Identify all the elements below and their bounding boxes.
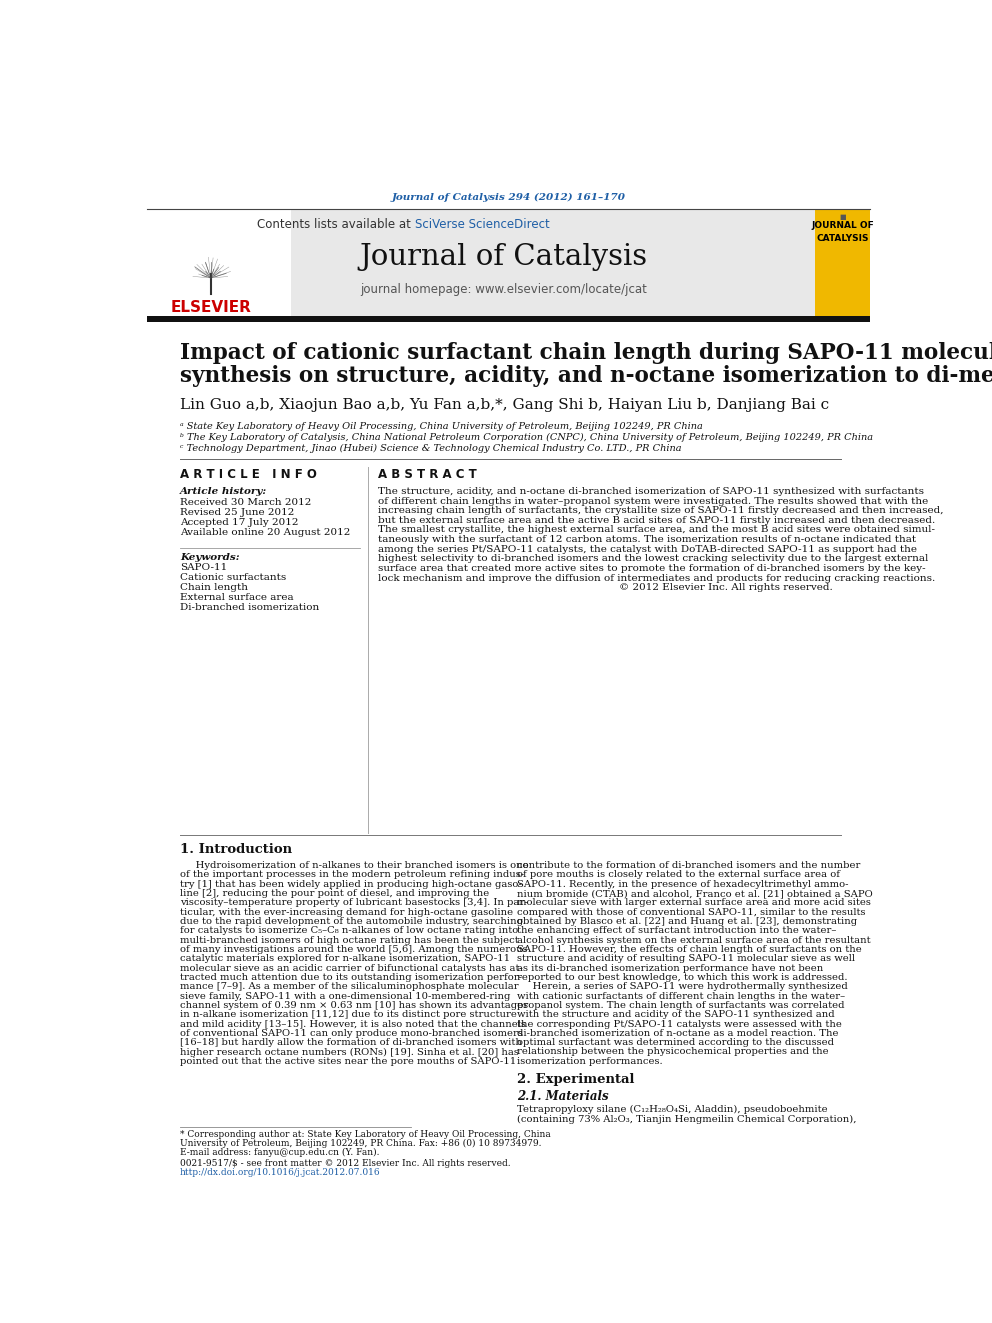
- Text: 1. Introduction: 1. Introduction: [180, 843, 292, 856]
- Bar: [147, 209, 291, 316]
- Text: © 2012 Elsevier Inc. All rights reserved.: © 2012 Elsevier Inc. All rights reserved…: [619, 583, 833, 593]
- Text: of the important processes in the modern petroleum refining indus-: of the important processes in the modern…: [180, 871, 524, 880]
- Text: Contents lists available at: Contents lists available at: [257, 218, 415, 230]
- Text: nium bromide (CTAB) and alcohol, Franco et al. [21] obtained a SAPO: nium bromide (CTAB) and alcohol, Franco …: [517, 889, 873, 898]
- Text: Herein, a series of SAPO-11 were hydrothermally synthesized: Herein, a series of SAPO-11 were hydroth…: [517, 982, 848, 991]
- Text: as its di-branched isomerization performance have not been: as its di-branched isomerization perform…: [517, 963, 823, 972]
- Text: The smallest crystallite, the highest external surface area, and the most B acid: The smallest crystallite, the highest ex…: [378, 525, 935, 534]
- Text: Impact of cationic surfactant chain length during SAPO-11 molecular sieve: Impact of cationic surfactant chain leng…: [180, 341, 992, 364]
- Text: http://dx.doi.org/10.1016/j.jcat.2012.07.016: http://dx.doi.org/10.1016/j.jcat.2012.07…: [180, 1168, 380, 1176]
- Text: [16–18] but hardly allow the formation of di-branched isomers with: [16–18] but hardly allow the formation o…: [180, 1039, 522, 1046]
- Text: higher research octane numbers (RONs) [19]. Sinha et al. [20] has: higher research octane numbers (RONs) [1…: [180, 1048, 519, 1057]
- Text: among the series Pt/SAPO-11 catalysts, the catalyst with DoTAB-directed SAPO-11 : among the series Pt/SAPO-11 catalysts, t…: [378, 545, 918, 553]
- Text: Journal of Catalysis: Journal of Catalysis: [360, 242, 648, 270]
- Text: The structure, acidity, and n-octane di-branched isomerization of SAPO-11 synthe: The structure, acidity, and n-octane di-…: [378, 487, 925, 496]
- Text: for catalysts to isomerize C₅–C₈ n-alkanes of low octane rating into: for catalysts to isomerize C₅–C₈ n-alkan…: [180, 926, 518, 935]
- Text: of conventional SAPO-11 can only produce mono-branched isomers: of conventional SAPO-11 can only produce…: [180, 1029, 523, 1037]
- Text: * Corresponding author at: State Key Laboratory of Heavy Oil Processing, China: * Corresponding author at: State Key Lab…: [180, 1130, 551, 1139]
- Text: Keywords:: Keywords:: [180, 553, 239, 562]
- Text: SAPO-11. Recently, in the presence of hexadecyltrimethyl ammo-: SAPO-11. Recently, in the presence of he…: [517, 880, 848, 889]
- Text: SciVerse ScienceDirect: SciVerse ScienceDirect: [415, 218, 550, 230]
- Text: increasing chain length of surfactants, the crystallite size of SAPO-11 firstly : increasing chain length of surfactants, …: [378, 507, 943, 515]
- Text: Journal of Catalysis 294 (2012) 161–170: Journal of Catalysis 294 (2012) 161–170: [392, 193, 625, 202]
- Text: alcohol synthesis system on the external surface area of the resultant: alcohol synthesis system on the external…: [517, 935, 871, 945]
- Text: reported to our best knowledge, to which this work is addressed.: reported to our best knowledge, to which…: [517, 972, 847, 982]
- Text: ᵃ State Key Laboratory of Heavy Oil Processing, China University of Petroleum, B: ᵃ State Key Laboratory of Heavy Oil Proc…: [180, 422, 702, 431]
- Text: University of Petroleum, Beijing 102249, PR China. Fax: +86 (0) 10 89734979.: University of Petroleum, Beijing 102249,…: [180, 1139, 542, 1148]
- Text: ᵇ The Key Laboratory of Catalysis, China National Petroleum Corporation (CNPC), : ᵇ The Key Laboratory of Catalysis, China…: [180, 433, 873, 442]
- Text: ELSEVIER: ELSEVIER: [171, 300, 251, 315]
- Text: taneously with the surfactant of 12 carbon atoms. The isomerization results of n: taneously with the surfactant of 12 carb…: [378, 534, 917, 544]
- Text: journal homepage: www.elsevier.com/locate/jcat: journal homepage: www.elsevier.com/locat…: [360, 283, 647, 296]
- Text: relationship between the physicochemical properties and the: relationship between the physicochemical…: [517, 1048, 828, 1057]
- Text: di-branched isomerization of n-octane as a model reaction. The: di-branched isomerization of n-octane as…: [517, 1029, 838, 1037]
- Text: Revised 25 June 2012: Revised 25 June 2012: [180, 508, 295, 517]
- Text: of many investigations around the world [5,6]. Among the numerous: of many investigations around the world …: [180, 945, 528, 954]
- Bar: [147, 316, 870, 321]
- Text: Hydroisomerization of n-alkanes to their branched isomers is one: Hydroisomerization of n-alkanes to their…: [180, 861, 529, 871]
- Bar: [815, 209, 870, 316]
- Text: line [2], reducing the pour point of diesel, and improving the: line [2], reducing the pour point of die…: [180, 889, 489, 898]
- Text: with the structure and acidity of the SAPO-11 synthesized and: with the structure and acidity of the SA…: [517, 1011, 834, 1019]
- Text: of pore mouths is closely related to the external surface area of: of pore mouths is closely related to the…: [517, 871, 840, 880]
- Text: SAPO-11: SAPO-11: [180, 564, 227, 572]
- Text: structure and acidity of resulting SAPO-11 molecular sieve as well: structure and acidity of resulting SAPO-…: [517, 954, 855, 963]
- Text: A R T I C L E   I N F O: A R T I C L E I N F O: [180, 468, 316, 482]
- Text: ᶜ Technology Department, Jinao (Hubei) Science & Technology Chemical Industry Co: ᶜ Technology Department, Jinao (Hubei) S…: [180, 443, 682, 452]
- Text: synthesis on structure, acidity, and n-octane isomerization to di-methyl hexanes: synthesis on structure, acidity, and n-o…: [180, 365, 992, 386]
- Text: JOURNAL OF
CATALYSIS: JOURNAL OF CATALYSIS: [811, 221, 874, 242]
- Text: obtained by Blasco et al. [22] and Huang et al. [23], demonstrating: obtained by Blasco et al. [22] and Huang…: [517, 917, 857, 926]
- Text: Lin Guo a,b, Xiaojun Bao a,b, Yu Fan a,b,*, Gang Shi b, Haiyan Liu b, Danjiang B: Lin Guo a,b, Xiaojun Bao a,b, Yu Fan a,b…: [180, 398, 829, 413]
- Text: Accepted 17 July 2012: Accepted 17 July 2012: [180, 517, 299, 527]
- Text: mance [7–9]. As a member of the silicaluminophosphate molecular: mance [7–9]. As a member of the silicalu…: [180, 982, 519, 991]
- Text: Di-branched isomerization: Di-branched isomerization: [180, 603, 319, 613]
- Text: the enhancing effect of surfactant introduction into the water–: the enhancing effect of surfactant intro…: [517, 926, 836, 935]
- Text: multi-branched isomers of high octane rating has been the subject: multi-branched isomers of high octane ra…: [180, 935, 519, 945]
- Text: Tetrapropyloxy silane (C₁₂H₂₈O₄Si, Aladdin), pseudoboehmite: Tetrapropyloxy silane (C₁₂H₂₈O₄Si, Aladd…: [517, 1105, 827, 1114]
- Text: channel system of 0.39 nm × 0.63 nm [10] has shown its advantages: channel system of 0.39 nm × 0.63 nm [10]…: [180, 1002, 528, 1009]
- Text: tracted much attention due to its outstanding isomerization perfor-: tracted much attention due to its outsta…: [180, 972, 522, 982]
- Text: optimal surfactant was determined according to the discussed: optimal surfactant was determined accord…: [517, 1039, 834, 1046]
- Text: Available online 20 August 2012: Available online 20 August 2012: [180, 528, 350, 537]
- Text: Article history:: Article history:: [180, 487, 267, 496]
- Text: contribute to the formation of di-branched isomers and the number: contribute to the formation of di-branch…: [517, 861, 860, 871]
- Text: ■: ■: [839, 213, 846, 220]
- Text: due to the rapid development of the automobile industry, searching: due to the rapid development of the auto…: [180, 917, 523, 926]
- Text: with cationic surfactants of different chain lengths in the water–: with cationic surfactants of different c…: [517, 991, 845, 1000]
- Text: Chain length: Chain length: [180, 583, 248, 593]
- Text: 2. Experimental: 2. Experimental: [517, 1073, 635, 1086]
- Text: try [1] that has been widely applied in producing high-octane gaso-: try [1] that has been widely applied in …: [180, 880, 522, 889]
- Text: Cationic surfactants: Cationic surfactants: [180, 573, 286, 582]
- Text: surface area that created more active sites to promote the formation of di-branc: surface area that created more active si…: [378, 564, 926, 573]
- Text: A B S T R A C T: A B S T R A C T: [378, 468, 477, 482]
- Text: 0021-9517/$ - see front matter © 2012 Elsevier Inc. All rights reserved.: 0021-9517/$ - see front matter © 2012 El…: [180, 1159, 511, 1168]
- Text: External surface area: External surface area: [180, 593, 294, 602]
- Text: of different chain lengths in water–propanol system were investigated. The resul: of different chain lengths in water–prop…: [378, 496, 929, 505]
- Text: but the external surface area and the active B acid sites of SAPO-11 firstly inc: but the external surface area and the ac…: [378, 516, 935, 525]
- Text: lock mechanism and improve the diffusion of intermediates and products for reduc: lock mechanism and improve the diffusion…: [378, 574, 935, 582]
- Text: ticular, with the ever-increasing demand for high-octane gasoline: ticular, with the ever-increasing demand…: [180, 908, 513, 917]
- Text: highest selectivity to di-branched isomers and the lowest cracking selectivity d: highest selectivity to di-branched isome…: [378, 554, 929, 564]
- Text: and mild acidity [13–15]. However, it is also noted that the channels: and mild acidity [13–15]. However, it is…: [180, 1020, 526, 1028]
- Text: molecular sieve as an acidic carrier of bifunctional catalysts has at-: molecular sieve as an acidic carrier of …: [180, 963, 523, 972]
- Text: 2.1. Materials: 2.1. Materials: [517, 1090, 608, 1103]
- Text: propanol system. The chain length of surfactants was correlated: propanol system. The chain length of sur…: [517, 1002, 844, 1009]
- Text: Received 30 March 2012: Received 30 March 2012: [180, 497, 311, 507]
- Text: in n-alkane isomerization [11,12] due to its distinct pore structure: in n-alkane isomerization [11,12] due to…: [180, 1011, 517, 1019]
- Text: SAPO-11. However, the effects of chain length of surfactants on the: SAPO-11. However, the effects of chain l…: [517, 945, 862, 954]
- Text: viscosity–temperature property of lubricant basestocks [3,4]. In par-: viscosity–temperature property of lubric…: [180, 898, 528, 908]
- Text: E-mail address: fanyu@cup.edu.cn (Y. Fan).: E-mail address: fanyu@cup.edu.cn (Y. Fan…: [180, 1148, 379, 1158]
- Text: molecular sieve with larger external surface area and more acid sites: molecular sieve with larger external sur…: [517, 898, 871, 908]
- Text: (containing 73% Al₂O₃, Tianjin Hengmeilin Chemical Corporation),: (containing 73% Al₂O₃, Tianjin Hengmeili…: [517, 1115, 856, 1125]
- Text: isomerization performances.: isomerization performances.: [517, 1057, 663, 1066]
- Bar: [147, 209, 815, 316]
- Text: the corresponding Pt/SAPO-11 catalysts were assessed with the: the corresponding Pt/SAPO-11 catalysts w…: [517, 1020, 842, 1028]
- Text: catalytic materials explored for n-alkane isomerization, SAPO-11: catalytic materials explored for n-alkan…: [180, 954, 510, 963]
- Text: compared with those of conventional SAPO-11, similar to the results: compared with those of conventional SAPO…: [517, 908, 865, 917]
- Text: sieve family, SAPO-11 with a one-dimensional 10-membered-ring: sieve family, SAPO-11 with a one-dimensi…: [180, 991, 510, 1000]
- Text: pointed out that the active sites near the pore mouths of SAPO-11: pointed out that the active sites near t…: [180, 1057, 516, 1066]
